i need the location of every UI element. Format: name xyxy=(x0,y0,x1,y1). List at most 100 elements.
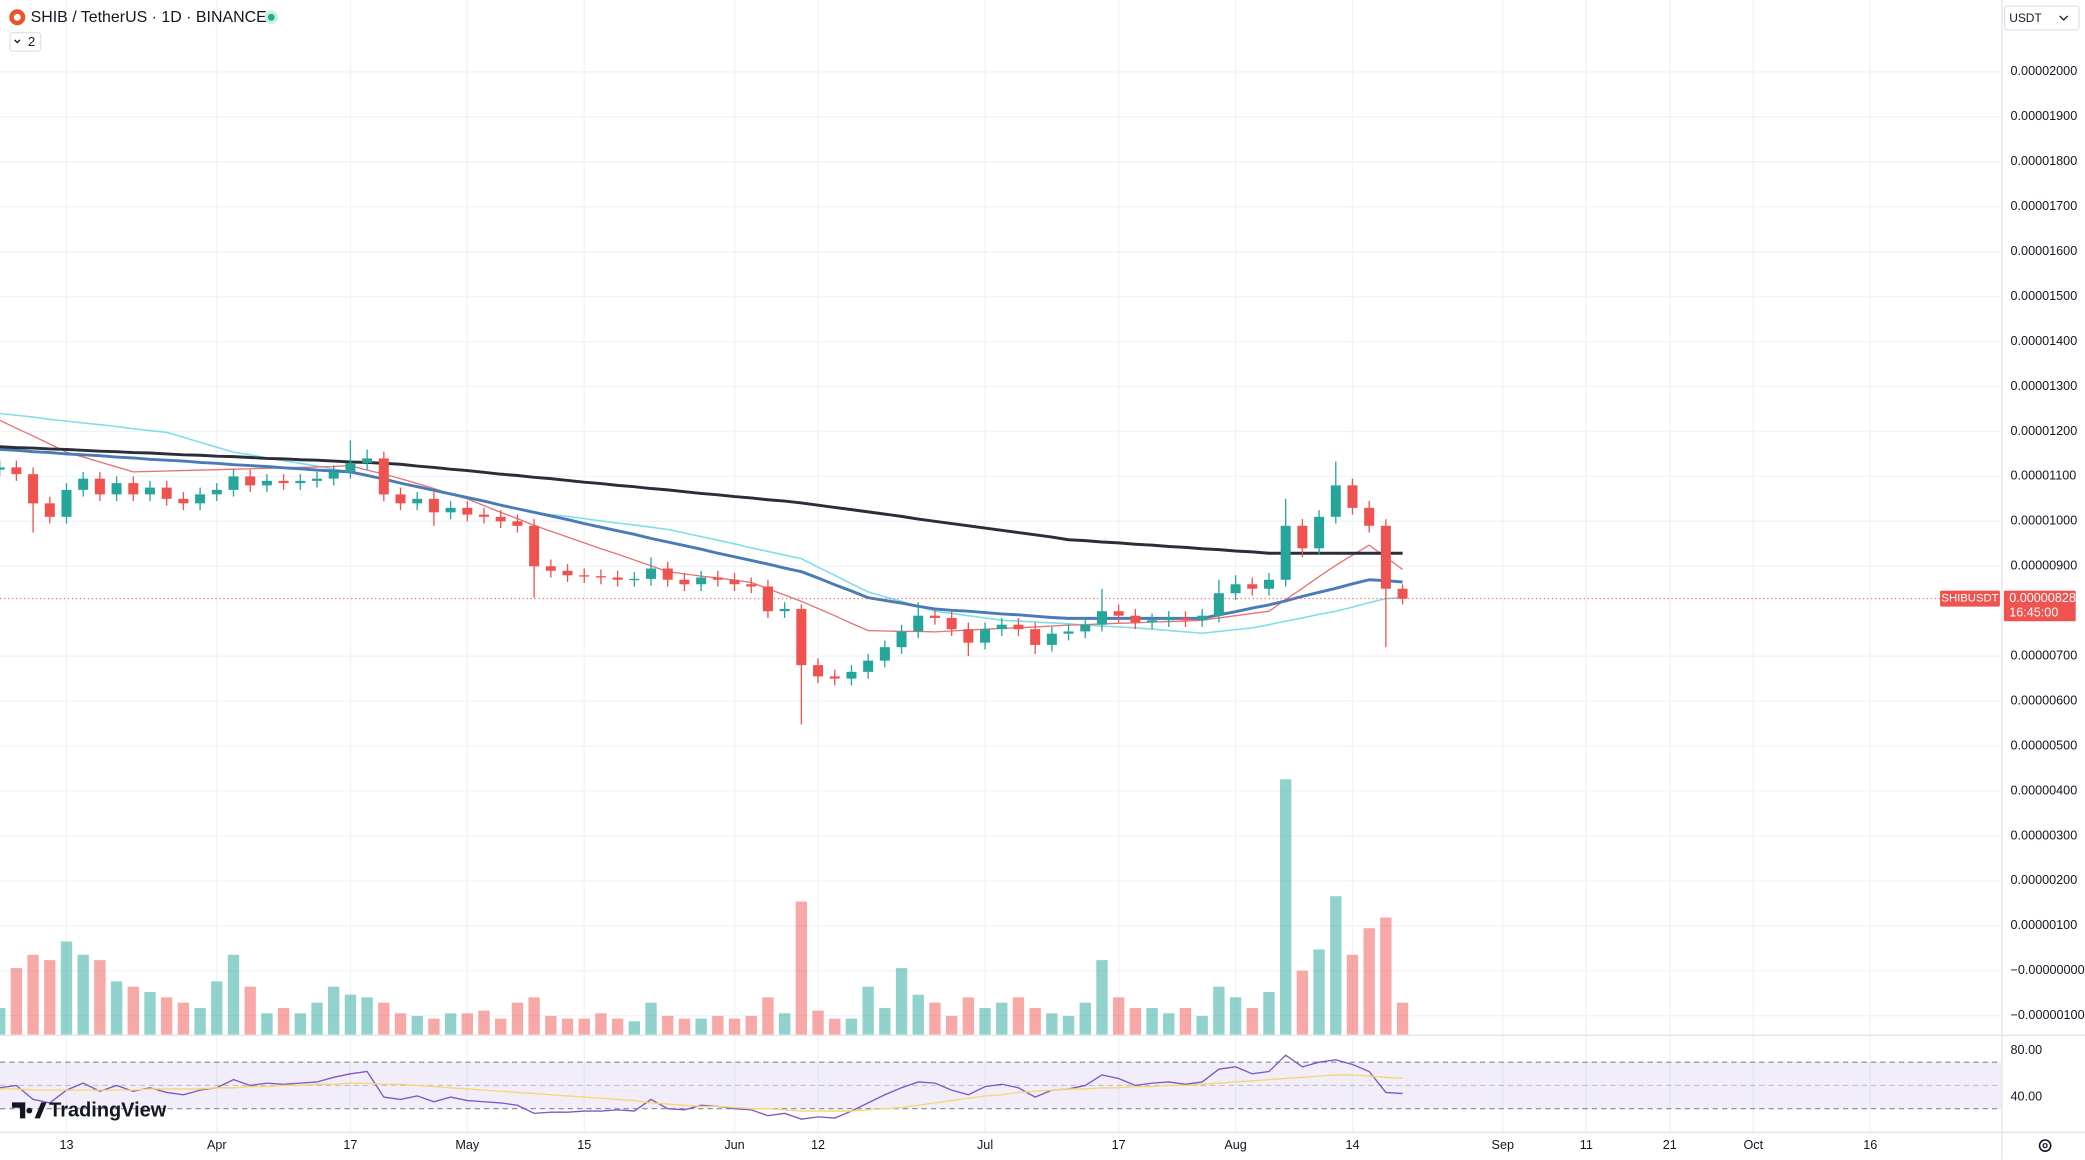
candle-body xyxy=(295,480,306,484)
candle-body xyxy=(629,578,640,581)
candle-body xyxy=(245,476,256,486)
volume-bar xyxy=(77,954,89,1035)
volume-bar xyxy=(1129,1007,1142,1035)
volume-bar xyxy=(144,992,156,1035)
volume-bar xyxy=(728,1018,741,1035)
volume-bar xyxy=(277,1007,290,1035)
x-tick-label: 13 xyxy=(59,1138,73,1152)
volume-bar xyxy=(10,968,23,1035)
volume-bar xyxy=(678,1018,691,1035)
candle-body xyxy=(1130,615,1141,623)
candle-body xyxy=(94,478,105,495)
candle-body xyxy=(278,480,289,484)
volume-bar xyxy=(261,1013,273,1035)
candle-body xyxy=(595,576,606,578)
candles xyxy=(0,440,1408,725)
y-tick-label: 0.00001300 xyxy=(2011,379,2078,393)
candle-body xyxy=(1030,629,1041,645)
moving-average xyxy=(0,447,1403,620)
volume-bar xyxy=(444,1013,457,1035)
y-tick-label: 0.00001000 xyxy=(2011,514,2078,528)
volume-bar xyxy=(1280,779,1292,1035)
y-tick-label: 0.00001400 xyxy=(2011,334,2078,348)
candle-body xyxy=(1113,611,1124,616)
volume-bar xyxy=(1313,949,1325,1035)
x-tick-label: 14 xyxy=(1345,1138,1359,1152)
volume-bar xyxy=(1179,1007,1192,1035)
currency-selector[interactable]: USDT xyxy=(2003,5,2080,31)
candle-body xyxy=(729,579,740,585)
candle-body xyxy=(762,586,773,612)
volume-bar xyxy=(94,960,106,1035)
indicator-badge[interactable]: 2 xyxy=(9,31,42,52)
volume-bar xyxy=(1046,1013,1058,1035)
y-tick-label: 0.00001500 xyxy=(2011,289,2078,303)
candle-body xyxy=(462,507,473,515)
volume-bar xyxy=(845,1018,858,1035)
candle-body xyxy=(1180,617,1191,621)
candle-body xyxy=(1080,624,1091,632)
price-tag xyxy=(2003,590,2076,622)
volume-bar xyxy=(60,941,73,1035)
volume-bar xyxy=(1296,970,1309,1035)
volume-bar xyxy=(177,1002,190,1035)
candle-body xyxy=(980,629,991,643)
x-tick-label: 17 xyxy=(343,1138,357,1152)
candle-body xyxy=(996,624,1007,630)
candle-body xyxy=(328,471,339,479)
candle-body xyxy=(128,483,139,495)
volume-bar xyxy=(1096,960,1108,1035)
x-tick-label: Jun xyxy=(724,1138,744,1152)
volume-bar xyxy=(394,1013,407,1035)
candle-body xyxy=(1297,525,1308,549)
candle-body xyxy=(512,521,523,526)
volume-bar xyxy=(1062,1015,1075,1035)
candle-body xyxy=(178,498,189,504)
rsi-tick-label: 40.00 xyxy=(2011,1089,2043,1103)
x-tick-label: Apr xyxy=(207,1138,227,1152)
candle-body xyxy=(495,516,506,522)
candle-body xyxy=(378,458,389,495)
volume-bar xyxy=(127,986,139,1035)
symbol-tag-text: SHIBUSDT xyxy=(1941,593,1998,605)
logo-mark xyxy=(11,1102,47,1119)
volume-bar xyxy=(712,1015,724,1035)
candle-body xyxy=(929,615,940,618)
volume-bar xyxy=(344,994,357,1035)
x-tick-label: 15 xyxy=(577,1138,591,1152)
candle-body xyxy=(479,514,490,517)
candle-body xyxy=(712,577,723,580)
volume-bar xyxy=(862,986,874,1035)
candle-body xyxy=(28,474,39,504)
candle-body xyxy=(311,478,323,481)
candle-body xyxy=(1314,516,1325,549)
settings-button[interactable] xyxy=(2038,1139,2052,1152)
candle-body xyxy=(44,503,55,517)
volume-bar xyxy=(879,1007,891,1035)
candle-body xyxy=(1380,525,1391,589)
candle-body xyxy=(228,476,239,490)
candle-body xyxy=(545,566,556,571)
candle-body xyxy=(211,489,222,495)
candle-body xyxy=(696,577,707,585)
candle-body xyxy=(746,584,757,587)
volume-bar xyxy=(1163,1013,1175,1035)
candle-body xyxy=(1163,617,1174,621)
volume-bar xyxy=(311,1002,323,1035)
y-tick-label: 0.00000900 xyxy=(2011,559,2078,573)
candle-body xyxy=(428,498,439,513)
y-tick-label: 0.00000600 xyxy=(2011,693,2078,707)
candle-body xyxy=(261,480,272,486)
y-tick-label: 0.00000300 xyxy=(2011,828,2078,842)
y-tick-label: 0.00001100 xyxy=(2011,469,2077,483)
candle-body xyxy=(1046,633,1057,645)
volume-bar xyxy=(795,901,808,1035)
x-tick-label: 17 xyxy=(1112,1138,1126,1152)
volume-bar xyxy=(778,1013,791,1035)
grid xyxy=(0,0,2002,1132)
volume-bar xyxy=(1196,1015,1208,1035)
rsi-line xyxy=(0,1054,1403,1120)
